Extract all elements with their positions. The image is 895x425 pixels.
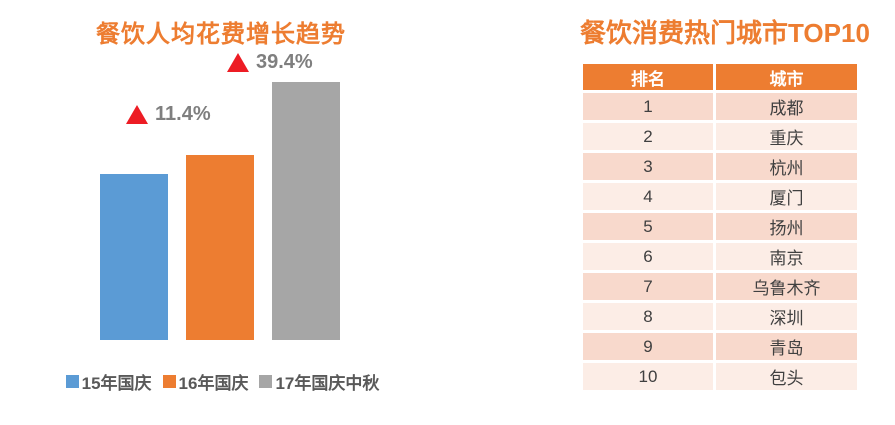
rank-cell: 10: [583, 363, 713, 390]
rank-cell: 3: [583, 153, 713, 180]
legend-label: 15年国庆: [81, 374, 152, 393]
city-cell: 重庆: [716, 123, 857, 150]
rank-cell: 9: [583, 333, 713, 360]
growth-annotation-17: 39.4%: [227, 51, 313, 74]
city-cell: 乌鲁木齐: [716, 273, 857, 300]
bar-16年国庆: [186, 155, 254, 340]
up-triangle-icon: [227, 53, 249, 72]
legend-swatch-icon: [162, 375, 176, 388]
city-cell: 成都: [716, 93, 857, 120]
bars-container: [100, 82, 340, 340]
table-row: 8 深圳: [583, 303, 857, 330]
rank-cell: 6: [583, 243, 713, 270]
chart-title: 餐饮人均花费增长趋势: [96, 21, 346, 48]
city-cell: 青岛: [716, 333, 857, 360]
city-cell: 扬州: [716, 213, 857, 240]
legend-label: 17年国庆中秋: [275, 374, 380, 393]
rank-cell: 4: [583, 183, 713, 210]
legend-item: 17年国庆中秋: [259, 369, 379, 394]
city-cell: 包头: [716, 363, 857, 390]
table-row: 7 乌鲁木齐: [583, 273, 857, 300]
rank-cell: 7: [583, 273, 713, 300]
growth-value: 39.4%: [256, 51, 313, 73]
rank-cell: 5: [583, 213, 713, 240]
chart-legend: 15年国庆 16年国庆 17年国庆中秋: [40, 369, 405, 394]
bar-17年国庆中秋: [272, 82, 340, 340]
growth-value: 11.4%: [155, 103, 211, 125]
city-cell: 杭州: [716, 153, 857, 180]
up-triangle-icon: [126, 105, 148, 124]
legend-label: 16年国庆: [178, 374, 249, 393]
top10-table: 排名 城市 1 成都 2 重庆 3 杭州 4 厦门 5 扬州 6 南京 7 乌鲁木齐 8 深圳 9 青岛 10 包头: [580, 61, 860, 393]
city-cell: 厦门: [716, 183, 857, 210]
growth-annotation-16: 11.4%: [126, 103, 211, 126]
legend-swatch-icon: [259, 375, 273, 388]
rank-column-header: 排名: [583, 64, 713, 90]
table-row: 2 重庆: [583, 123, 857, 150]
table-row: 5 扬州: [583, 213, 857, 240]
legend-swatch-icon: [65, 375, 79, 388]
legend-item: 16年国庆: [162, 369, 249, 394]
table-row: 1 成都: [583, 93, 857, 120]
bar-15年国庆: [100, 174, 168, 340]
city-cell: 南京: [716, 243, 857, 270]
rank-cell: 1: [583, 93, 713, 120]
legend-item: 15年国庆: [65, 369, 152, 394]
table-row: 6 南京: [583, 243, 857, 270]
city-cell: 深圳: [716, 303, 857, 330]
table-row: 10 包头: [583, 363, 857, 390]
rank-cell: 8: [583, 303, 713, 330]
table-row: 9 青岛: [583, 333, 857, 360]
table-row: 4 厦门: [583, 183, 857, 210]
table-row: 3 杭州: [583, 153, 857, 180]
table-header-row: 排名 城市: [583, 64, 857, 90]
rank-cell: 2: [583, 123, 713, 150]
city-column-header: 城市: [716, 64, 857, 90]
table-title: 餐饮消费热门城市TOP10: [580, 18, 870, 48]
